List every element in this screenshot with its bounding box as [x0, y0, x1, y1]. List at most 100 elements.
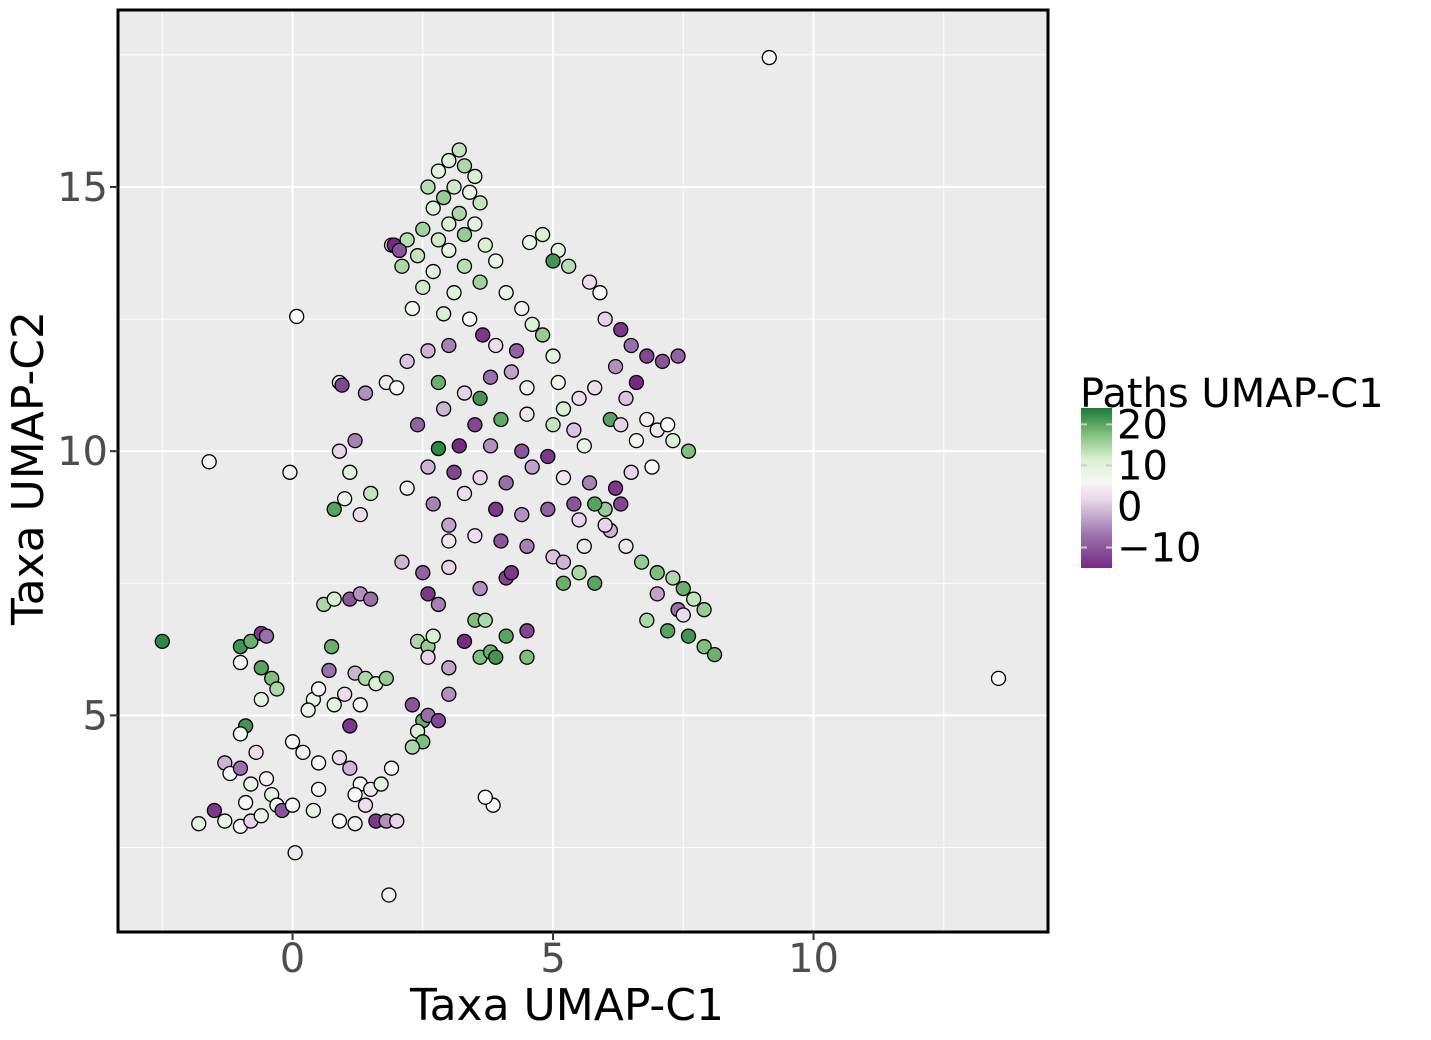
scatter-point [623, 337, 639, 354]
scatter-point [571, 512, 587, 528]
y-axis-title: Taxa UMAP-C2 [3, 311, 54, 626]
scatter-point [618, 538, 634, 554]
y-tick-label: 15 [57, 165, 108, 211]
scatter-point [467, 168, 483, 185]
scatter-point [342, 760, 358, 776]
scatter-point [680, 628, 697, 644]
scatter-point [488, 253, 504, 269]
scatter-point [383, 760, 400, 776]
scatter-point [451, 438, 467, 454]
scatter-point [639, 612, 655, 628]
scatter-point [472, 469, 488, 486]
scatter-point [201, 454, 217, 470]
scatter-point [352, 506, 368, 523]
scatter-point [321, 662, 337, 679]
scatter-point [289, 308, 305, 325]
scatter-point [462, 311, 478, 327]
scatter-point [467, 216, 483, 232]
scatter-point [347, 432, 363, 449]
scatter-point [446, 179, 462, 195]
scatter-point [232, 726, 249, 742]
colorbar-label: 0 [1117, 484, 1142, 530]
scatter-point [243, 776, 259, 792]
scatter-point [441, 242, 457, 259]
scatter-point [451, 205, 467, 222]
scatter-point [420, 649, 436, 665]
scatter-point [420, 343, 436, 359]
scatter-point [441, 533, 457, 549]
scatter-point [441, 152, 457, 169]
scatter-point [446, 464, 462, 480]
scatter-point [415, 565, 431, 581]
scatter-point [477, 612, 493, 628]
scatter-point [326, 501, 342, 517]
scatter-point [323, 639, 340, 655]
scatter-point [462, 184, 478, 200]
scatter-point [336, 491, 353, 507]
scatter-point [482, 369, 499, 385]
scatter-point [456, 226, 473, 243]
scatter-point [295, 744, 311, 761]
scatter-point [581, 274, 598, 290]
scatter-point [399, 232, 415, 248]
scatter-point [665, 432, 681, 449]
scatter-point [342, 464, 358, 480]
scatter-point [284, 734, 301, 750]
scatter-point [300, 702, 316, 718]
scatter-point [284, 797, 301, 813]
scatter-point [587, 575, 603, 591]
x-axis-title: Taxa UMAP-C1 [409, 980, 724, 1031]
scatter-point [347, 786, 363, 803]
scatter-point [394, 554, 410, 570]
scatter-point [524, 459, 540, 475]
scatter-point [519, 649, 535, 665]
scatter-point [399, 353, 415, 370]
scatter-point [331, 749, 348, 766]
scatter-point [248, 744, 264, 761]
scatter-point [206, 802, 223, 819]
scatter-point [430, 596, 447, 613]
scatter-point [446, 285, 462, 301]
scatter-point [680, 443, 697, 459]
colorbar [1081, 408, 1112, 568]
scatter-point [334, 377, 350, 393]
scatter-point [555, 554, 572, 570]
scatter-point [566, 422, 582, 438]
colorbar-label: 20 [1117, 402, 1168, 448]
scatter-point [191, 816, 207, 832]
scatter-point [540, 501, 556, 517]
scatter-point [409, 417, 426, 433]
scatter-point [420, 586, 436, 602]
scatter-point [990, 670, 1007, 687]
y-tick-label: 10 [57, 429, 108, 475]
colorbar-label: 10 [1117, 443, 1168, 489]
scatter-point [675, 607, 691, 623]
scatter-point [488, 337, 504, 354]
scatter-point [347, 816, 363, 832]
scatter-point [430, 163, 447, 179]
scatter-point [498, 475, 514, 491]
scatter-point [545, 417, 561, 433]
minor-gridlines [118, 10, 1048, 932]
scatter-point [493, 411, 509, 428]
scatter-point [613, 417, 629, 433]
scatter-point [550, 374, 566, 391]
scatter-point [378, 670, 394, 687]
scatter-point [441, 517, 457, 533]
scatter-point [430, 374, 447, 391]
scatter-point [633, 554, 650, 570]
scatter-point [521, 234, 538, 251]
data-points [154, 49, 1007, 903]
scatter-point [477, 789, 493, 805]
scatter-point [425, 263, 441, 280]
scatter-point [253, 808, 269, 824]
x-tick-label: 5 [540, 936, 565, 982]
scatter-point [435, 306, 452, 322]
scatter-point [519, 538, 535, 554]
scatter-point [660, 623, 676, 639]
scatter-point [607, 358, 624, 375]
scatter-point [467, 417, 483, 433]
scatter-point [649, 565, 665, 581]
